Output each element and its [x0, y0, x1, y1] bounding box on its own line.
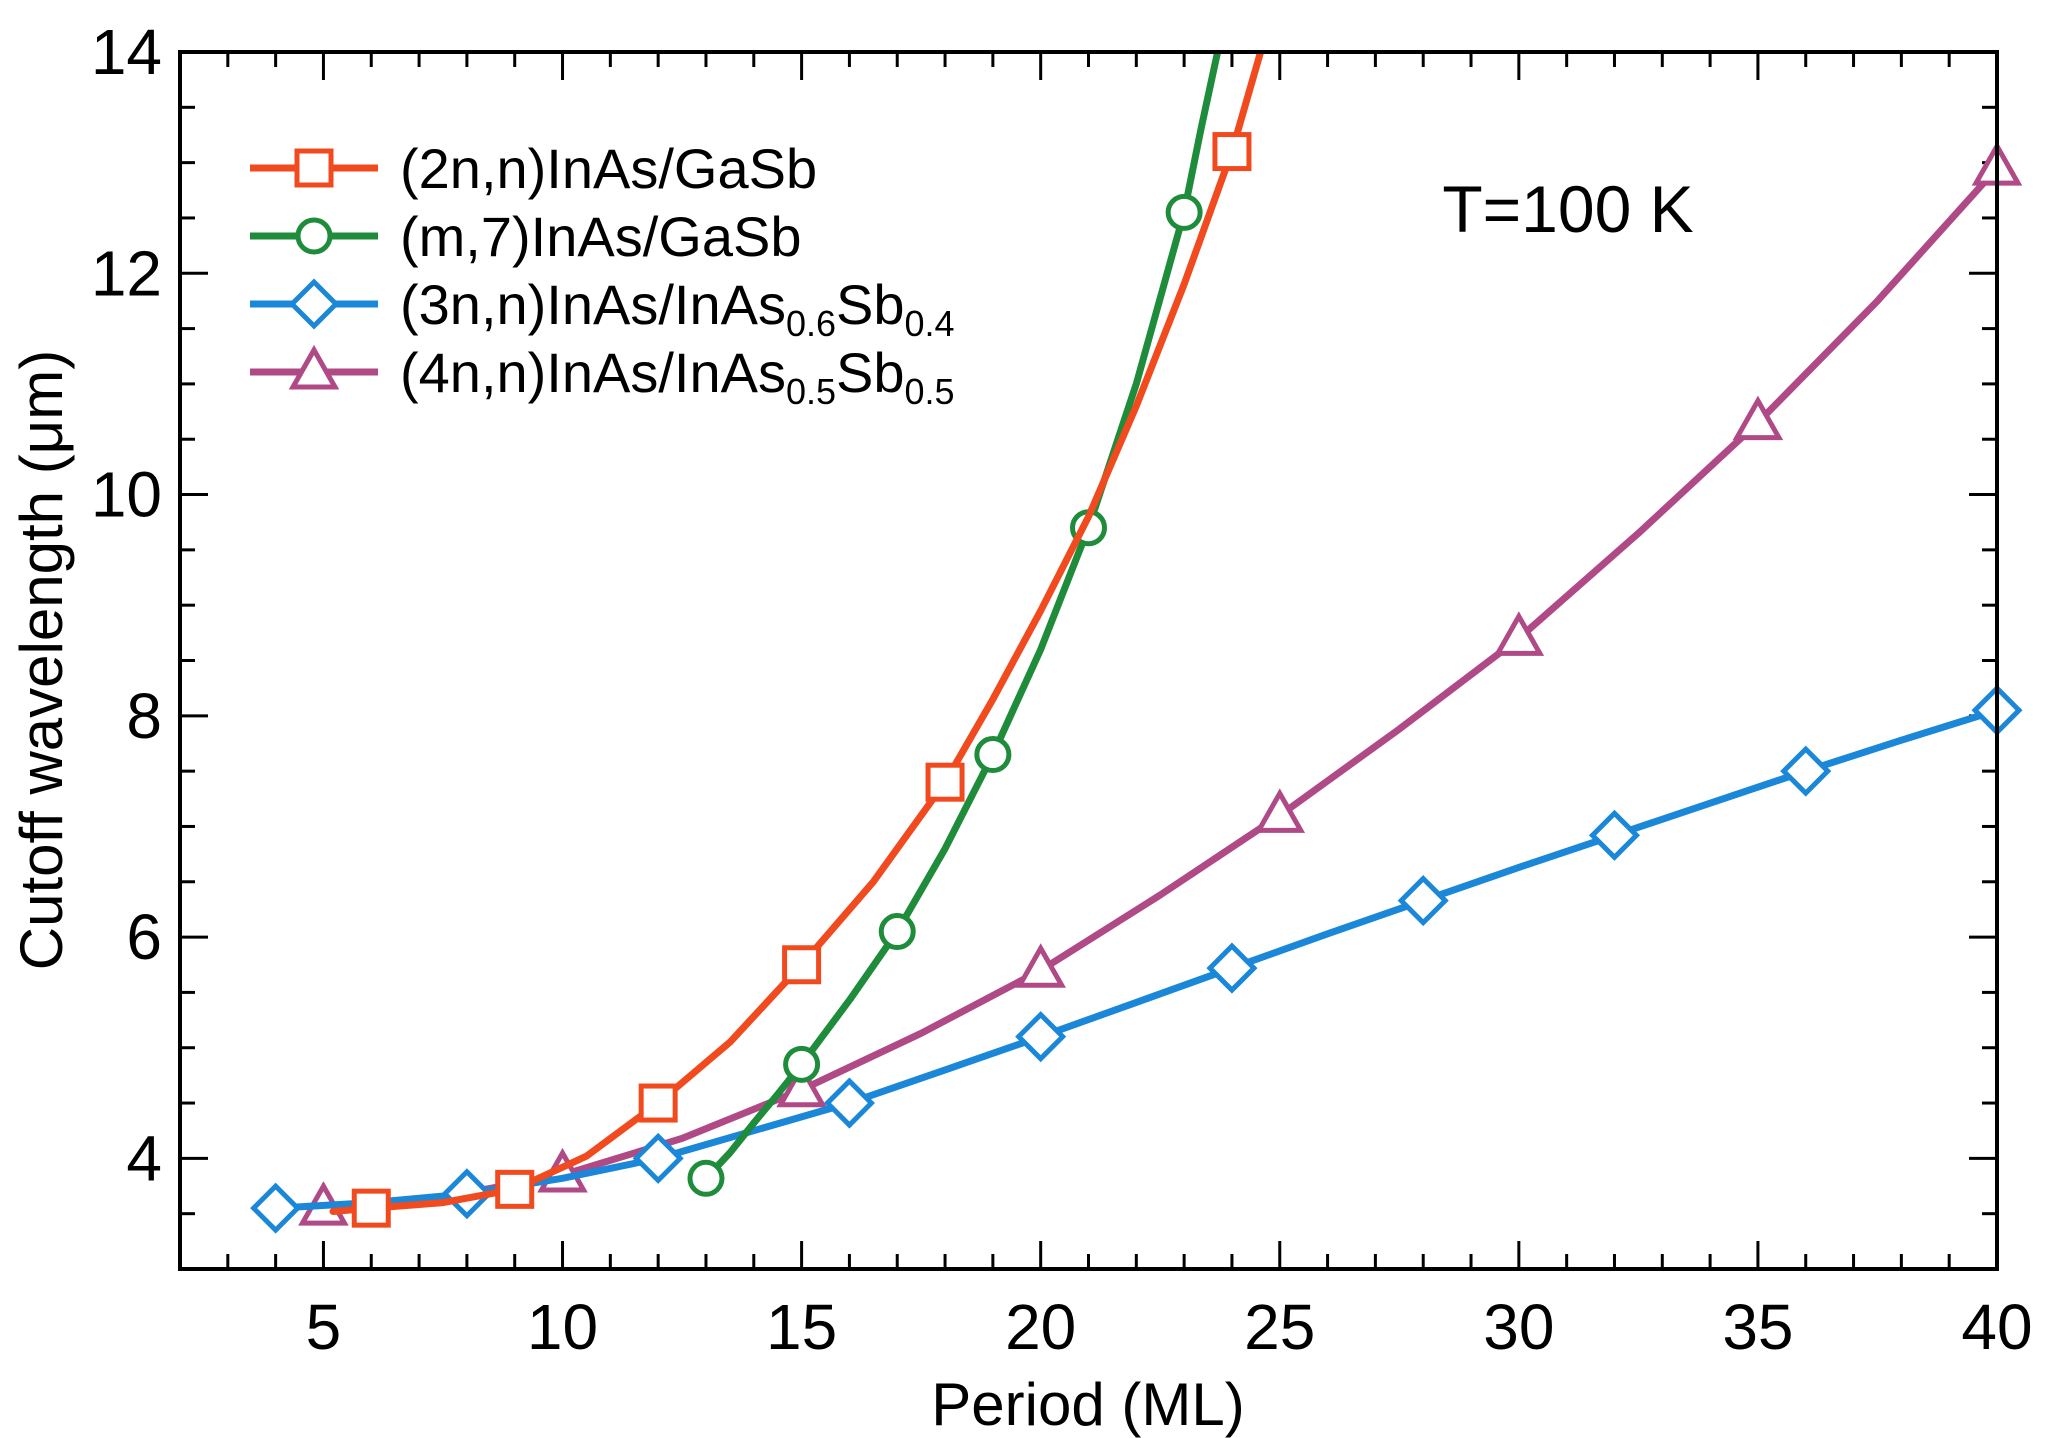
- data-point: [1165, 193, 1203, 231]
- legend-text: Sb: [836, 341, 905, 404]
- x-tick-label: 30: [1483, 1291, 1554, 1363]
- data-point: [776, 1062, 827, 1108]
- data-point: [783, 1045, 821, 1083]
- data-point: [823, 1077, 875, 1129]
- data-point: [351, 1188, 391, 1228]
- series-line: [319, 164, 1997, 1212]
- legend-marker: [288, 278, 340, 330]
- series-diamond: [250, 684, 2023, 1234]
- series-circle: [687, 52, 1222, 1197]
- data-point: [925, 762, 965, 802]
- data-series: [250, 52, 2023, 1234]
- legend-text: (4n,n)InAs/InAs: [400, 341, 786, 404]
- legend-label: (2n,n)InAs/GaSb: [400, 137, 817, 200]
- data-point: [1212, 132, 1252, 172]
- x-tick-label: 35: [1722, 1291, 1793, 1363]
- legend-text: Sb: [836, 273, 905, 336]
- y-tick-label: 6: [126, 901, 162, 973]
- legend-label: (4n,n)InAs/InAs0.5Sb0.5: [400, 341, 955, 412]
- x-tick-label: 20: [1005, 1291, 1076, 1363]
- data-point: [1732, 395, 1784, 441]
- y-tick-label: 10: [91, 459, 162, 531]
- legend-marker: [288, 344, 340, 390]
- legend-text: (m,7)InAs/GaSb: [400, 205, 801, 268]
- series-line: [329, 52, 1265, 1215]
- legend-label: (m,7)InAs/GaSb: [400, 205, 801, 268]
- data-point: [1015, 1011, 1067, 1063]
- legend-item: (3n,n)InAs/InAs0.6Sb0.4: [250, 273, 955, 344]
- data-point: [1206, 942, 1258, 994]
- legend-item: (2n,n)InAs/GaSb: [250, 137, 817, 200]
- data-point: [1254, 788, 1306, 833]
- legend-subscript: 0.5: [905, 371, 955, 412]
- legend-item: (m,7)InAs/GaSb: [250, 205, 801, 268]
- legend-subscript: 0.6: [786, 303, 836, 344]
- tick-labels: 5 10 15 20 25 30 35 40 4 6 8 10 12 14: [91, 16, 2033, 1363]
- series-square: [329, 52, 1265, 1228]
- x-tick-label: 5: [306, 1291, 342, 1363]
- x-tick-label: 25: [1244, 1291, 1315, 1363]
- x-tick-label: 15: [766, 1291, 837, 1363]
- data-point: [441, 1168, 493, 1220]
- series-line: [272, 706, 1997, 1212]
- temperature-annotation: T=100 K: [1442, 172, 1693, 246]
- x-axis-title: Period (ML): [931, 1371, 1244, 1438]
- y-tick-label: 14: [91, 16, 162, 88]
- x-tick-label: 40: [1961, 1291, 2032, 1363]
- data-point: [495, 1169, 535, 1209]
- data-point: [638, 1083, 678, 1123]
- y-tick-label: 8: [126, 680, 162, 752]
- series-triangle: [298, 141, 2023, 1226]
- y-axis-title: Cutoff wavelength (μm): [8, 350, 75, 970]
- data-point: [782, 945, 822, 985]
- data-point: [974, 736, 1012, 774]
- legend-text: (2n,n)InAs/GaSb: [400, 137, 817, 200]
- data-point: [687, 1159, 725, 1197]
- legend-subscript: 0.5: [786, 371, 836, 412]
- legend-subscript: 0.4: [905, 303, 955, 344]
- legend-marker: [295, 217, 333, 255]
- legend: (2n,n)InAs/GaSb(m,7)InAs/GaSb(3n,n)InAs/…: [250, 137, 955, 412]
- y-tick-label: 4: [126, 1122, 162, 1194]
- data-point: [250, 1182, 302, 1234]
- data-point: [632, 1132, 684, 1184]
- legend-label: (3n,n)InAs/InAs0.6Sb0.4: [400, 273, 955, 344]
- data-point: [1397, 875, 1449, 927]
- data-point: [1588, 809, 1641, 861]
- legend-text: (3n,n)InAs/InAs: [400, 273, 786, 336]
- y-tick-label: 12: [91, 237, 162, 309]
- data-point: [1493, 611, 1545, 656]
- x-tick-label: 10: [527, 1291, 598, 1363]
- data-point: [1780, 745, 1832, 797]
- data-point: [878, 913, 916, 951]
- plot-frame: [178, 50, 1999, 1271]
- legend-marker: [294, 148, 334, 188]
- series-line: [702, 52, 1222, 1182]
- legend-item: (4n,n)InAs/InAs0.5Sb0.5: [250, 341, 955, 412]
- data-point: [1015, 943, 1066, 988]
